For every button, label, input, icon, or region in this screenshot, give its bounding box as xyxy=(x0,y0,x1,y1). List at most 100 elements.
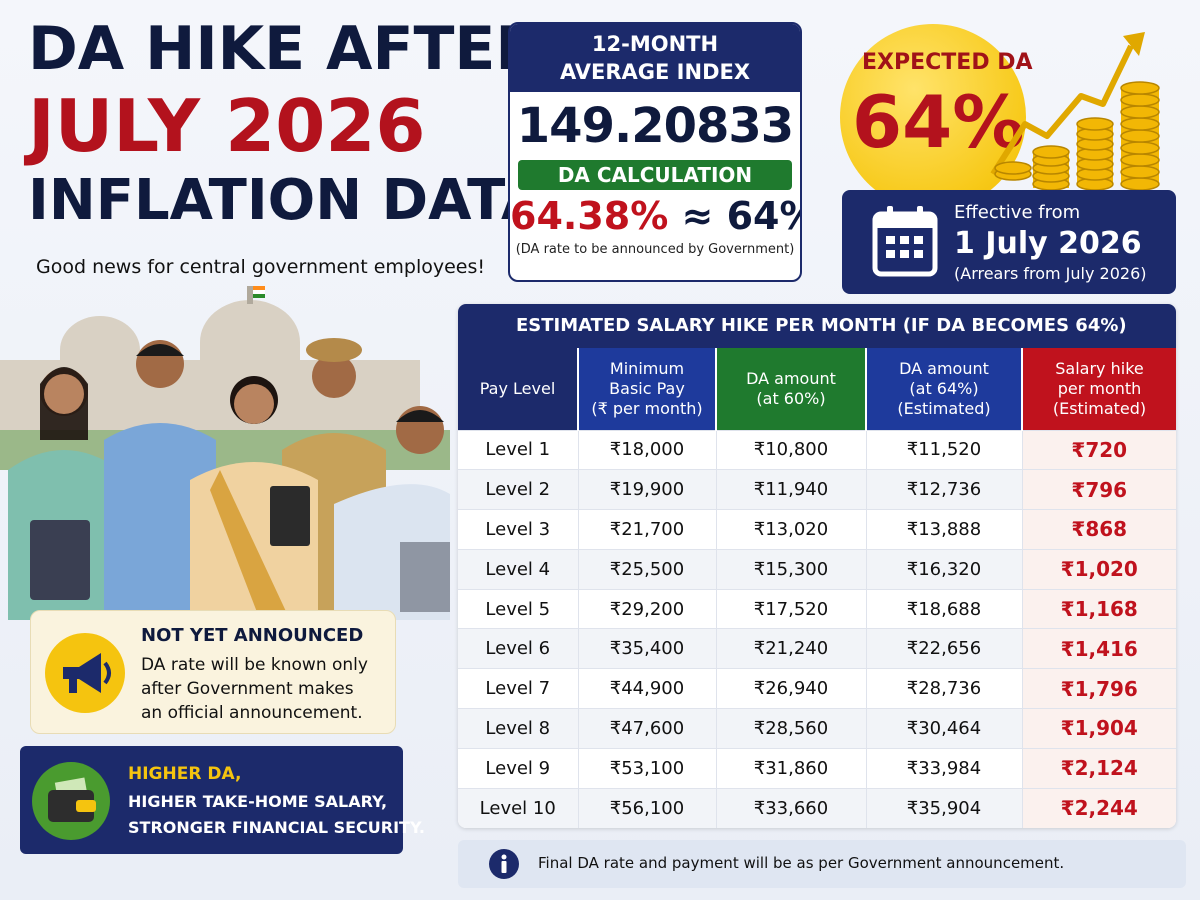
cell-pay-level: Level 6 xyxy=(458,628,579,669)
header-text: Pay Level xyxy=(479,378,556,398)
cell-salary-hike: ₹868 xyxy=(1022,509,1176,550)
cell-pay-level: Level 10 xyxy=(458,787,579,828)
index-heading-line-2: AVERAGE INDEX xyxy=(559,60,751,84)
salary-hike-table: ESTIMATED SALARY HIKE PER MONTH (IF DA B… xyxy=(458,304,1176,828)
benefit-line-1: HIGHER DA, xyxy=(128,764,242,784)
cell-salary-hike: ₹2,244 xyxy=(1022,787,1176,828)
benefit-banner: HIGHER DA, HIGHER TAKE-HOME SALARY, STRO… xyxy=(20,746,425,854)
average-index-value: 149.20833 xyxy=(516,98,794,154)
table-row: Level 1 ₹18,000 ₹10,800 ₹11,520 ₹720 xyxy=(458,429,1176,470)
cell-da-60: ₹13,020 xyxy=(716,509,867,550)
cell-salary-hike: ₹1,168 xyxy=(1022,588,1176,629)
calc-exact-value: 64.38% xyxy=(510,194,669,238)
notice-title: NOT YET ANNOUNCED xyxy=(141,625,364,646)
table-row: Level 3 ₹21,700 ₹13,020 ₹13,888 ₹868 xyxy=(458,509,1176,550)
table-row: Level 9 ₹53,100 ₹31,860 ₹33,984 ₹2,124 xyxy=(458,747,1176,789)
headline-line-3: INFLATION DATA xyxy=(28,168,545,233)
cell-pay-level: Level 7 xyxy=(458,668,579,709)
header-text: (at 64%) xyxy=(909,378,979,398)
coins-icon xyxy=(990,32,1160,191)
headline-line-1: DA HIKE AFTER xyxy=(28,14,542,84)
cell-pay-level: Level 8 xyxy=(458,708,579,749)
table-row: Level 8 ₹47,600 ₹28,560 ₹30,464 ₹1,904 xyxy=(458,708,1176,749)
cell-salary-hike: ₹2,124 xyxy=(1022,747,1176,789)
cell-da-64: ₹13,888 xyxy=(866,509,1023,550)
cell-pay-level: Level 9 xyxy=(458,747,579,789)
cell-da-60: ₹11,940 xyxy=(716,469,867,510)
wallet-icon xyxy=(48,777,96,822)
table-row: Level 10 ₹56,100 ₹33,660 ₹35,904 ₹2,244 xyxy=(458,787,1176,828)
header-da-64: DA amount (at 64%) (Estimated) xyxy=(866,348,1023,430)
cell-da-64: ₹30,464 xyxy=(866,708,1023,749)
table-row: Level 4 ₹25,500 ₹15,300 ₹16,320 ₹1,020 xyxy=(458,548,1176,590)
cell-pay-level: Level 3 xyxy=(458,509,579,550)
cell-pay-level: Level 4 xyxy=(458,548,579,590)
footnote: Final DA rate and payment will be as per… xyxy=(458,840,1186,888)
header-text: Basic Pay xyxy=(609,378,685,398)
cell-da-60: ₹28,560 xyxy=(716,708,867,749)
cell-da-60: ₹31,860 xyxy=(716,747,867,789)
cell-da-64: ₹22,656 xyxy=(866,628,1023,669)
headline-line-2: JULY 2026 xyxy=(28,84,426,168)
cell-da-60: ₹15,300 xyxy=(716,548,867,590)
cell-salary-hike: ₹1,020 xyxy=(1022,548,1176,590)
index-card-heading: 12-MONTH AVERAGE INDEX xyxy=(510,24,800,92)
average-index-card: 12-MONTH AVERAGE INDEX 149.20833 DA CALC… xyxy=(508,22,802,282)
cell-da-60: ₹17,520 xyxy=(716,588,867,629)
da-calculation-result: 64.38% ≈ 64% xyxy=(510,194,800,238)
header-text: DA amount xyxy=(899,358,989,378)
trend-arrow-icon xyxy=(990,32,1145,176)
cell-pay-level: Level 5 xyxy=(458,588,579,629)
notice-line-3: an official announcement. xyxy=(141,703,363,723)
index-heading-line-1: 12-MONTH xyxy=(591,32,719,56)
cell-basic-pay: ₹18,000 xyxy=(578,429,717,470)
effective-date: 1 July 2026 xyxy=(954,226,1142,261)
header-text: DA amount xyxy=(746,368,836,388)
header-salary-hike: Salary hike per month (Estimated) xyxy=(1022,348,1176,430)
person-man-blue-shirt xyxy=(104,340,216,620)
cell-basic-pay: ₹44,900 xyxy=(578,668,717,709)
header-text: (at 60%) xyxy=(756,388,826,408)
cell-pay-level: Level 2 xyxy=(458,469,579,510)
header-da-60: DA amount (at 60%) xyxy=(716,348,867,430)
notice-line-2: after Government makes xyxy=(141,679,354,699)
expected-da-circle xyxy=(840,24,1026,210)
cell-da-64: ₹28,736 xyxy=(866,668,1023,709)
da-calculation-badge: DA CALCULATION xyxy=(518,160,792,190)
header-pay-level: Pay Level xyxy=(458,348,579,430)
expected-da-label: EXPECTED DA xyxy=(862,50,1033,75)
cell-da-64: ₹33,984 xyxy=(866,747,1023,789)
cell-da-64: ₹11,520 xyxy=(866,429,1023,470)
cell-da-64: ₹18,688 xyxy=(866,588,1023,629)
megaphone-icon xyxy=(63,653,111,693)
footnote-text: Final DA rate and payment will be as per… xyxy=(538,854,1065,872)
cell-basic-pay: ₹53,100 xyxy=(578,747,717,789)
cell-basic-pay: ₹56,100 xyxy=(578,787,717,828)
table-title: ESTIMATED SALARY HIKE PER MONTH (IF DA B… xyxy=(458,304,1176,348)
not-announced-notice: NOT YET ANNOUNCED DA rate will be known … xyxy=(30,610,396,734)
notice-text: DA rate will be known only after Governm… xyxy=(141,653,368,725)
effective-label: Effective from xyxy=(954,202,1081,223)
person-man-laptop xyxy=(334,406,450,620)
table-row: Level 7 ₹44,900 ₹26,940 ₹28,736 ₹1,796 xyxy=(458,668,1176,709)
cell-da-60: ₹10,800 xyxy=(716,429,867,470)
cell-basic-pay: ₹19,900 xyxy=(578,469,717,510)
benefit-line-3: STRONGER FINANCIAL SECURITY. xyxy=(128,818,425,837)
subtitle: Good news for central government employe… xyxy=(36,256,486,278)
cell-pay-level: Level 1 xyxy=(458,429,579,470)
cell-da-60: ₹33,660 xyxy=(716,787,867,828)
header-text: (Estimated) xyxy=(1052,398,1147,418)
header-basic-pay: Minimum Basic Pay (₹ per month) xyxy=(578,348,717,430)
cell-da-60: ₹21,240 xyxy=(716,628,867,669)
cell-salary-hike: ₹1,796 xyxy=(1022,668,1176,709)
info-icon xyxy=(489,849,519,879)
cell-da-60: ₹26,940 xyxy=(716,668,867,709)
cell-basic-pay: ₹47,600 xyxy=(578,708,717,749)
benefit-line-2: HIGHER TAKE-HOME SALARY, xyxy=(128,792,388,811)
headline: DA HIKE AFTER JULY 2026 INFLATION DATA xyxy=(28,14,545,234)
calc-note: (DA rate to be announced by Government) xyxy=(515,242,795,257)
header-text: Minimum xyxy=(609,358,685,378)
table-row: Level 5 ₹29,200 ₹17,520 ₹18,688 ₹1,168 xyxy=(458,588,1176,629)
calendar-icon xyxy=(872,206,938,277)
calc-approx-value: ≈ 64% xyxy=(681,194,800,238)
